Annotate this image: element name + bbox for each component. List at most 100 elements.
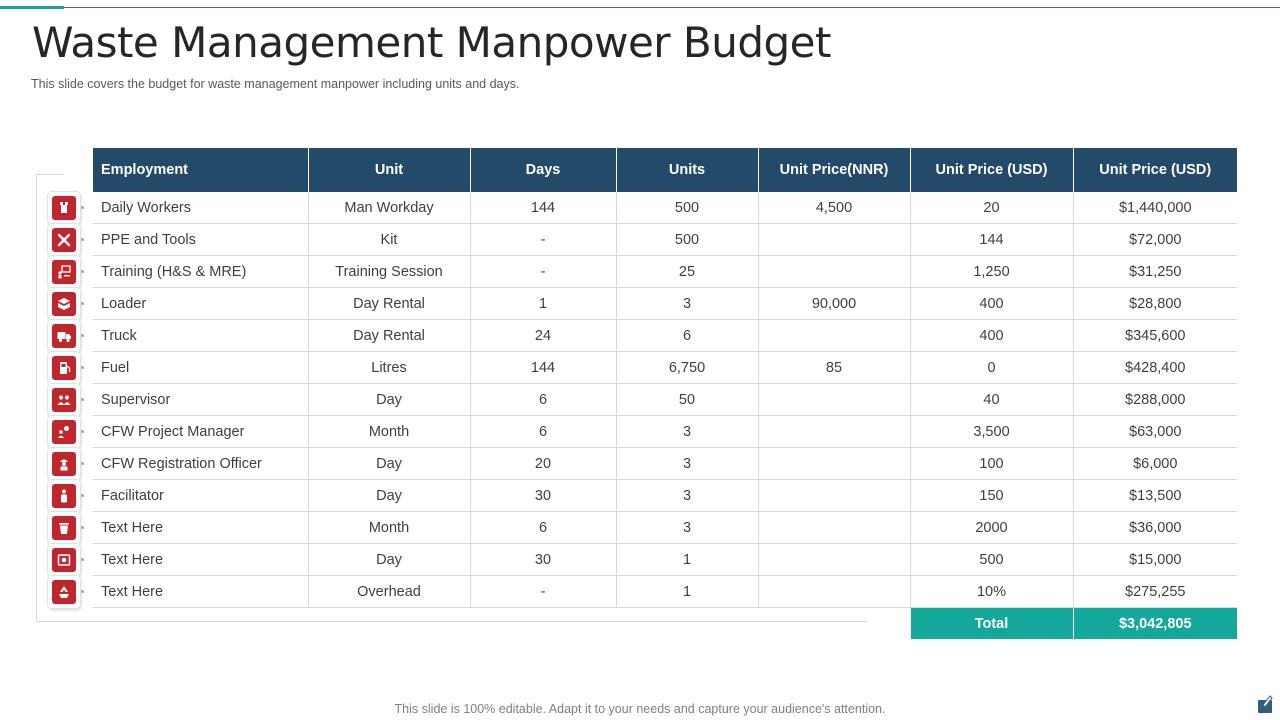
header-employment: Employment: [93, 148, 308, 192]
table-cell: $72,000: [1072, 223, 1237, 256]
table-cell: 144: [469, 192, 616, 224]
table-cell: [757, 479, 910, 512]
table-cell: Overhead: [307, 575, 470, 608]
table-row: Text Here Month 6 3 2000 $36,000: [93, 511, 1237, 544]
slide-footer-note: This slide is 100% editable. Adapt it to…: [394, 702, 886, 716]
table-cell: 2000: [909, 511, 1073, 544]
table-cell: [757, 255, 910, 288]
table-cell: $31,250: [1072, 255, 1237, 288]
table-cell: $63,000: [1072, 415, 1237, 448]
header-total-usd: Unit Price (USD): [1072, 148, 1237, 192]
table-cell: Supervisor: [93, 383, 308, 416]
table-cell: $428,400: [1072, 351, 1237, 384]
table-row: Training (H&S & MRE) Training Session - …: [93, 255, 1237, 288]
table-cell: 144: [469, 351, 616, 384]
table-cell: 6: [469, 511, 616, 544]
table-cell: 144: [909, 223, 1073, 256]
table-cell: Day: [307, 383, 470, 416]
header-units: Units: [615, 148, 758, 192]
table-cell: Litres: [307, 351, 470, 384]
table-cell: [757, 543, 910, 576]
table-cell: $288,000: [1072, 383, 1237, 416]
table-cell: 100: [909, 447, 1073, 480]
table-cell: $6,000: [1072, 447, 1237, 480]
table-row: Text Here Overhead - 1 10% $275,255: [93, 575, 1237, 608]
table-cell: 1,250: [909, 255, 1073, 288]
table-cell: [757, 383, 910, 416]
table-cell: [757, 575, 910, 608]
header-days: Days: [469, 148, 616, 192]
table-row: Truck Day Rental 24 6 400 $345,600: [93, 319, 1237, 352]
table-row: PPE and Tools Kit - 500 144 $72,000: [93, 223, 1237, 256]
table-cell: 150: [909, 479, 1073, 512]
slide-title: Waste Management Manpower Budget: [32, 18, 831, 67]
top-rule: [0, 7, 1280, 8]
project-manager-icon: [48, 416, 84, 448]
officer-icon: [48, 448, 84, 480]
table-cell: -: [469, 575, 616, 608]
table-row: Supervisor Day 6 50 40 $288,000: [93, 383, 1237, 416]
table-cell: CFW Registration Officer: [93, 447, 308, 480]
header-unit: Unit: [307, 148, 470, 192]
table-cell: [757, 223, 910, 256]
table-cell: 500: [909, 543, 1073, 576]
table-cell: 3: [615, 479, 758, 512]
top-accent-bar: [0, 6, 64, 9]
waste-container-icon: [48, 544, 84, 576]
table-cell: 20: [909, 192, 1073, 224]
table-cell: PPE and Tools: [93, 223, 308, 256]
supervisor-icon: [48, 384, 84, 416]
table-cell: Month: [307, 415, 470, 448]
table-cell: 30: [469, 543, 616, 576]
table-cell: Month: [307, 511, 470, 544]
table-cell: 3: [615, 287, 758, 320]
table-cell: $345,600: [1072, 319, 1237, 352]
table-cell: 25: [615, 255, 758, 288]
table-cell: 50: [615, 383, 758, 416]
table-cell: Loader: [93, 287, 308, 320]
table-row: Fuel Litres 144 6,750 85 0 $428,400: [93, 351, 1237, 384]
table-cell: 10%: [909, 575, 1073, 608]
total-label: Total: [909, 607, 1073, 639]
header-unit-price-nnr: Unit Price(NNR): [757, 148, 910, 192]
edit-corner-icon: [1258, 695, 1273, 713]
tools-icon: [48, 224, 84, 256]
table-row: CFW Registration Officer Day 20 3 100 $6…: [93, 447, 1237, 480]
header-unit-price-usd: Unit Price (USD): [909, 148, 1073, 192]
table-cell: 4,500: [757, 192, 910, 224]
table-cell: $275,255: [1072, 575, 1237, 608]
table-cell: [757, 511, 910, 544]
table-cell: Training (H&S & MRE): [93, 255, 308, 288]
table-cell: Facilitator: [93, 479, 308, 512]
table-row: Daily Workers Man Workday 144 500 4,500 …: [93, 192, 1237, 224]
icon-column-frame: [36, 174, 867, 622]
table-cell: 400: [909, 319, 1073, 352]
table-cell: 40: [909, 383, 1073, 416]
table-cell: 6,750: [615, 351, 758, 384]
total-row-spacer: [93, 608, 910, 640]
table-cell: 1: [469, 287, 616, 320]
table-cell: 0: [909, 351, 1073, 384]
total-row: Total $3,042,805: [93, 607, 1237, 640]
table-cell: Text Here: [93, 511, 308, 544]
table-cell: Man Workday: [307, 192, 470, 224]
table-header-row: Employment Unit Days Units Unit Price(NN…: [93, 148, 1237, 192]
table-cell: 30: [469, 479, 616, 512]
table-cell: 6: [469, 383, 616, 416]
table-cell: 90,000: [757, 287, 910, 320]
table-cell: 6: [615, 319, 758, 352]
table-cell: $13,500: [1072, 479, 1237, 512]
table-cell: $28,800: [1072, 287, 1237, 320]
fuel-pump-icon: [48, 352, 84, 384]
training-board-icon: [48, 256, 84, 288]
table-cell: 400: [909, 287, 1073, 320]
table-cell: 3: [615, 415, 758, 448]
table-cell: Text Here: [93, 543, 308, 576]
table-cell: CFW Project Manager: [93, 415, 308, 448]
table-cell: 500: [615, 192, 758, 224]
table-cell: Day Rental: [307, 319, 470, 352]
table-row: Loader Day Rental 1 3 90,000 400 $28,800: [93, 287, 1237, 320]
table-cell: Day: [307, 479, 470, 512]
trash-bin-icon: [48, 512, 84, 544]
table-cell: 3: [615, 447, 758, 480]
